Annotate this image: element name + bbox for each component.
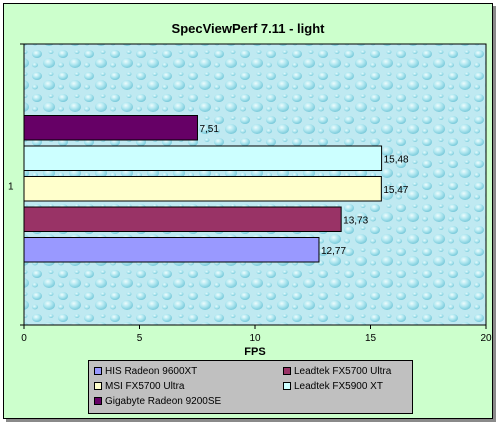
legend-swatch <box>283 382 291 390</box>
data-label-5: 7,51 <box>199 124 219 135</box>
x-tick-label: 0 <box>21 333 27 344</box>
legend-label: HIS Radeon 9600XT <box>105 365 198 377</box>
chart-plot: 12,77 13,73 15,47 15,48 7,51 0 5 10 15 20 1 FPS <box>8 43 492 358</box>
legend: HIS Radeon 9600XT Leadtek FX5700 Ultra MSI… <box>88 360 413 414</box>
legend-label: MSI FX5700 Ultra <box>105 380 185 392</box>
data-label-2: 13,73 <box>343 215 368 226</box>
bar-3 <box>23 176 382 202</box>
legend-label: Leadtek FX5900 XT <box>294 380 383 392</box>
legend-item: Leadtek FX5700 Ultra <box>283 364 391 378</box>
x-tick-label: 10 <box>249 333 261 344</box>
bar-1 <box>23 237 320 263</box>
legend-swatch <box>94 367 102 375</box>
legend-swatch <box>94 397 102 405</box>
x-axis-label: FPS <box>244 346 265 358</box>
legend-item: MSI FX5700 Ultra <box>94 379 184 393</box>
data-label-4: 15,48 <box>384 154 409 165</box>
x-tick-label: 15 <box>365 333 377 344</box>
legend-item: HIS Radeon 9600XT <box>94 364 197 378</box>
bar-2 <box>23 206 342 232</box>
chart-title: SpecViewPerf 7.11 - light <box>171 21 325 36</box>
legend-item: Leadtek FX5900 XT <box>283 379 383 393</box>
legend-swatch <box>94 382 102 390</box>
y-tick-label: 1 <box>8 182 14 193</box>
legend-item: Gigabyte Radeon 9200SE <box>94 394 221 408</box>
bar-4 <box>23 145 383 171</box>
x-tick-label: 5 <box>137 333 143 344</box>
legend-label: Gigabyte Radeon 9200SE <box>105 395 222 407</box>
bar-5 <box>23 115 198 141</box>
legend-label: Leadtek FX5700 Ultra <box>294 365 392 377</box>
data-label-1: 12,77 <box>321 246 346 257</box>
data-label-3: 15,47 <box>383 185 408 196</box>
x-tick-label: 20 <box>480 333 492 344</box>
chart-area: SpecViewPerf 7.11 - light 12,77 13,73 15,4… <box>3 3 493 419</box>
legend-swatch <box>283 367 291 375</box>
